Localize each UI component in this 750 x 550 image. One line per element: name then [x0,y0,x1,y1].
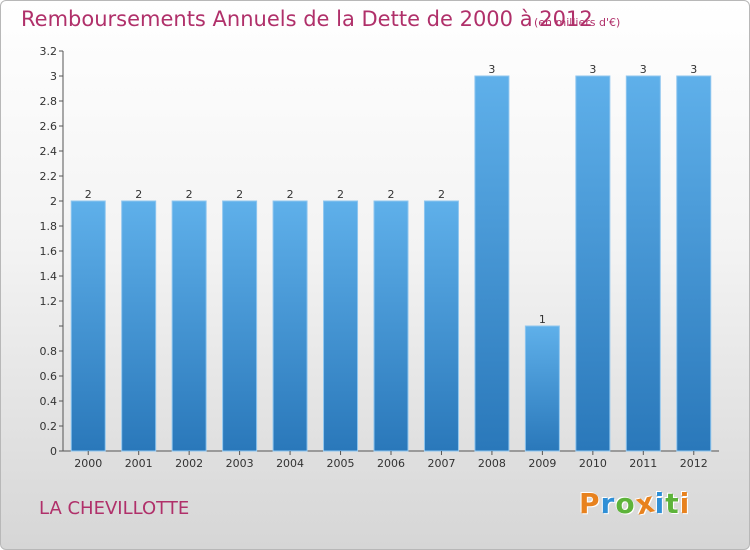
y-tick-label: 0.6 [40,370,58,383]
x-tick-label-2001: 2001 [125,457,153,470]
x-tick-label-2005: 2005 [327,457,355,470]
y-tick-label: 1.2 [40,295,58,308]
x-tick-label-2006: 2006 [377,457,405,470]
chart-title: Remboursements Annuels de la Dette de 20… [21,7,593,31]
x-tick-label-2009: 2009 [528,457,556,470]
data-label-2010: 3 [589,63,596,76]
y-tick-label: 3.2 [40,45,58,58]
data-label-2003: 2 [236,188,243,201]
data-label-2008: 3 [488,63,495,76]
data-label-2000: 2 [85,188,92,201]
logo-letter: i [679,487,691,520]
x-tick-label-2002: 2002 [175,457,203,470]
bar-2007 [423,200,459,452]
y-tick-label: 0.4 [40,395,58,408]
logo-letter: P [579,487,601,520]
x-tick-label-2011: 2011 [629,457,657,470]
x-tick-label-2000: 2000 [74,457,102,470]
data-label-2004: 2 [287,188,294,201]
y-tick-label: 1.4 [40,270,58,283]
bar-2006 [373,200,409,452]
y-tick-label: 0.2 [40,420,58,433]
bar-2005 [323,200,359,452]
y-tick-label: 1.8 [40,220,58,233]
data-label-2012: 3 [690,63,697,76]
y-tick-label: 2.6 [40,120,58,133]
bar-2002 [171,200,207,452]
bar-2011 [625,75,661,452]
y-tick-label: 2.4 [40,145,58,158]
x-tick-label-2003: 2003 [226,457,254,470]
bar-2009 [524,325,560,452]
y-tick-label: 0 [50,445,57,458]
logo-letter: o [615,487,636,520]
x-tick-label-2007: 2007 [427,457,455,470]
y-tick-label: 2.8 [40,95,58,108]
logo-letter: r [600,487,616,520]
data-label-2009: 1 [539,313,546,326]
y-tick-label: 2.2 [40,170,58,183]
data-label-2011: 3 [640,63,647,76]
bar-2000 [70,200,106,452]
y-tick-label: 2 [50,195,57,208]
commune-name: LA CHEVILLOTTE [39,498,190,519]
data-label-2007: 2 [438,188,445,201]
data-label-2002: 2 [186,188,193,201]
bar-2012 [676,75,712,452]
data-label-2001: 2 [135,188,142,201]
x-tick-label-2008: 2008 [478,457,506,470]
x-tick-label-2012: 2012 [680,457,708,470]
y-tick-label: 1.6 [40,245,58,258]
y-tick-label: 3 [50,70,57,83]
x-tick-label-2010: 2010 [579,457,607,470]
data-label-2005: 2 [337,188,344,201]
bar-2003 [222,200,258,452]
bar-2001 [121,200,157,452]
data-label-2006: 2 [388,188,395,201]
bar-2008 [474,75,510,452]
x-tick-label-2004: 2004 [276,457,304,470]
logo-letter: t [665,487,680,520]
chart-subtitle: (en milliers d'€) [534,16,621,29]
logo-letter: i [654,487,666,520]
proxiti-logo: Proxiti [579,485,691,521]
bar-2004 [272,200,308,452]
bar-2010 [575,75,611,452]
y-tick-label: 0.8 [40,345,58,358]
